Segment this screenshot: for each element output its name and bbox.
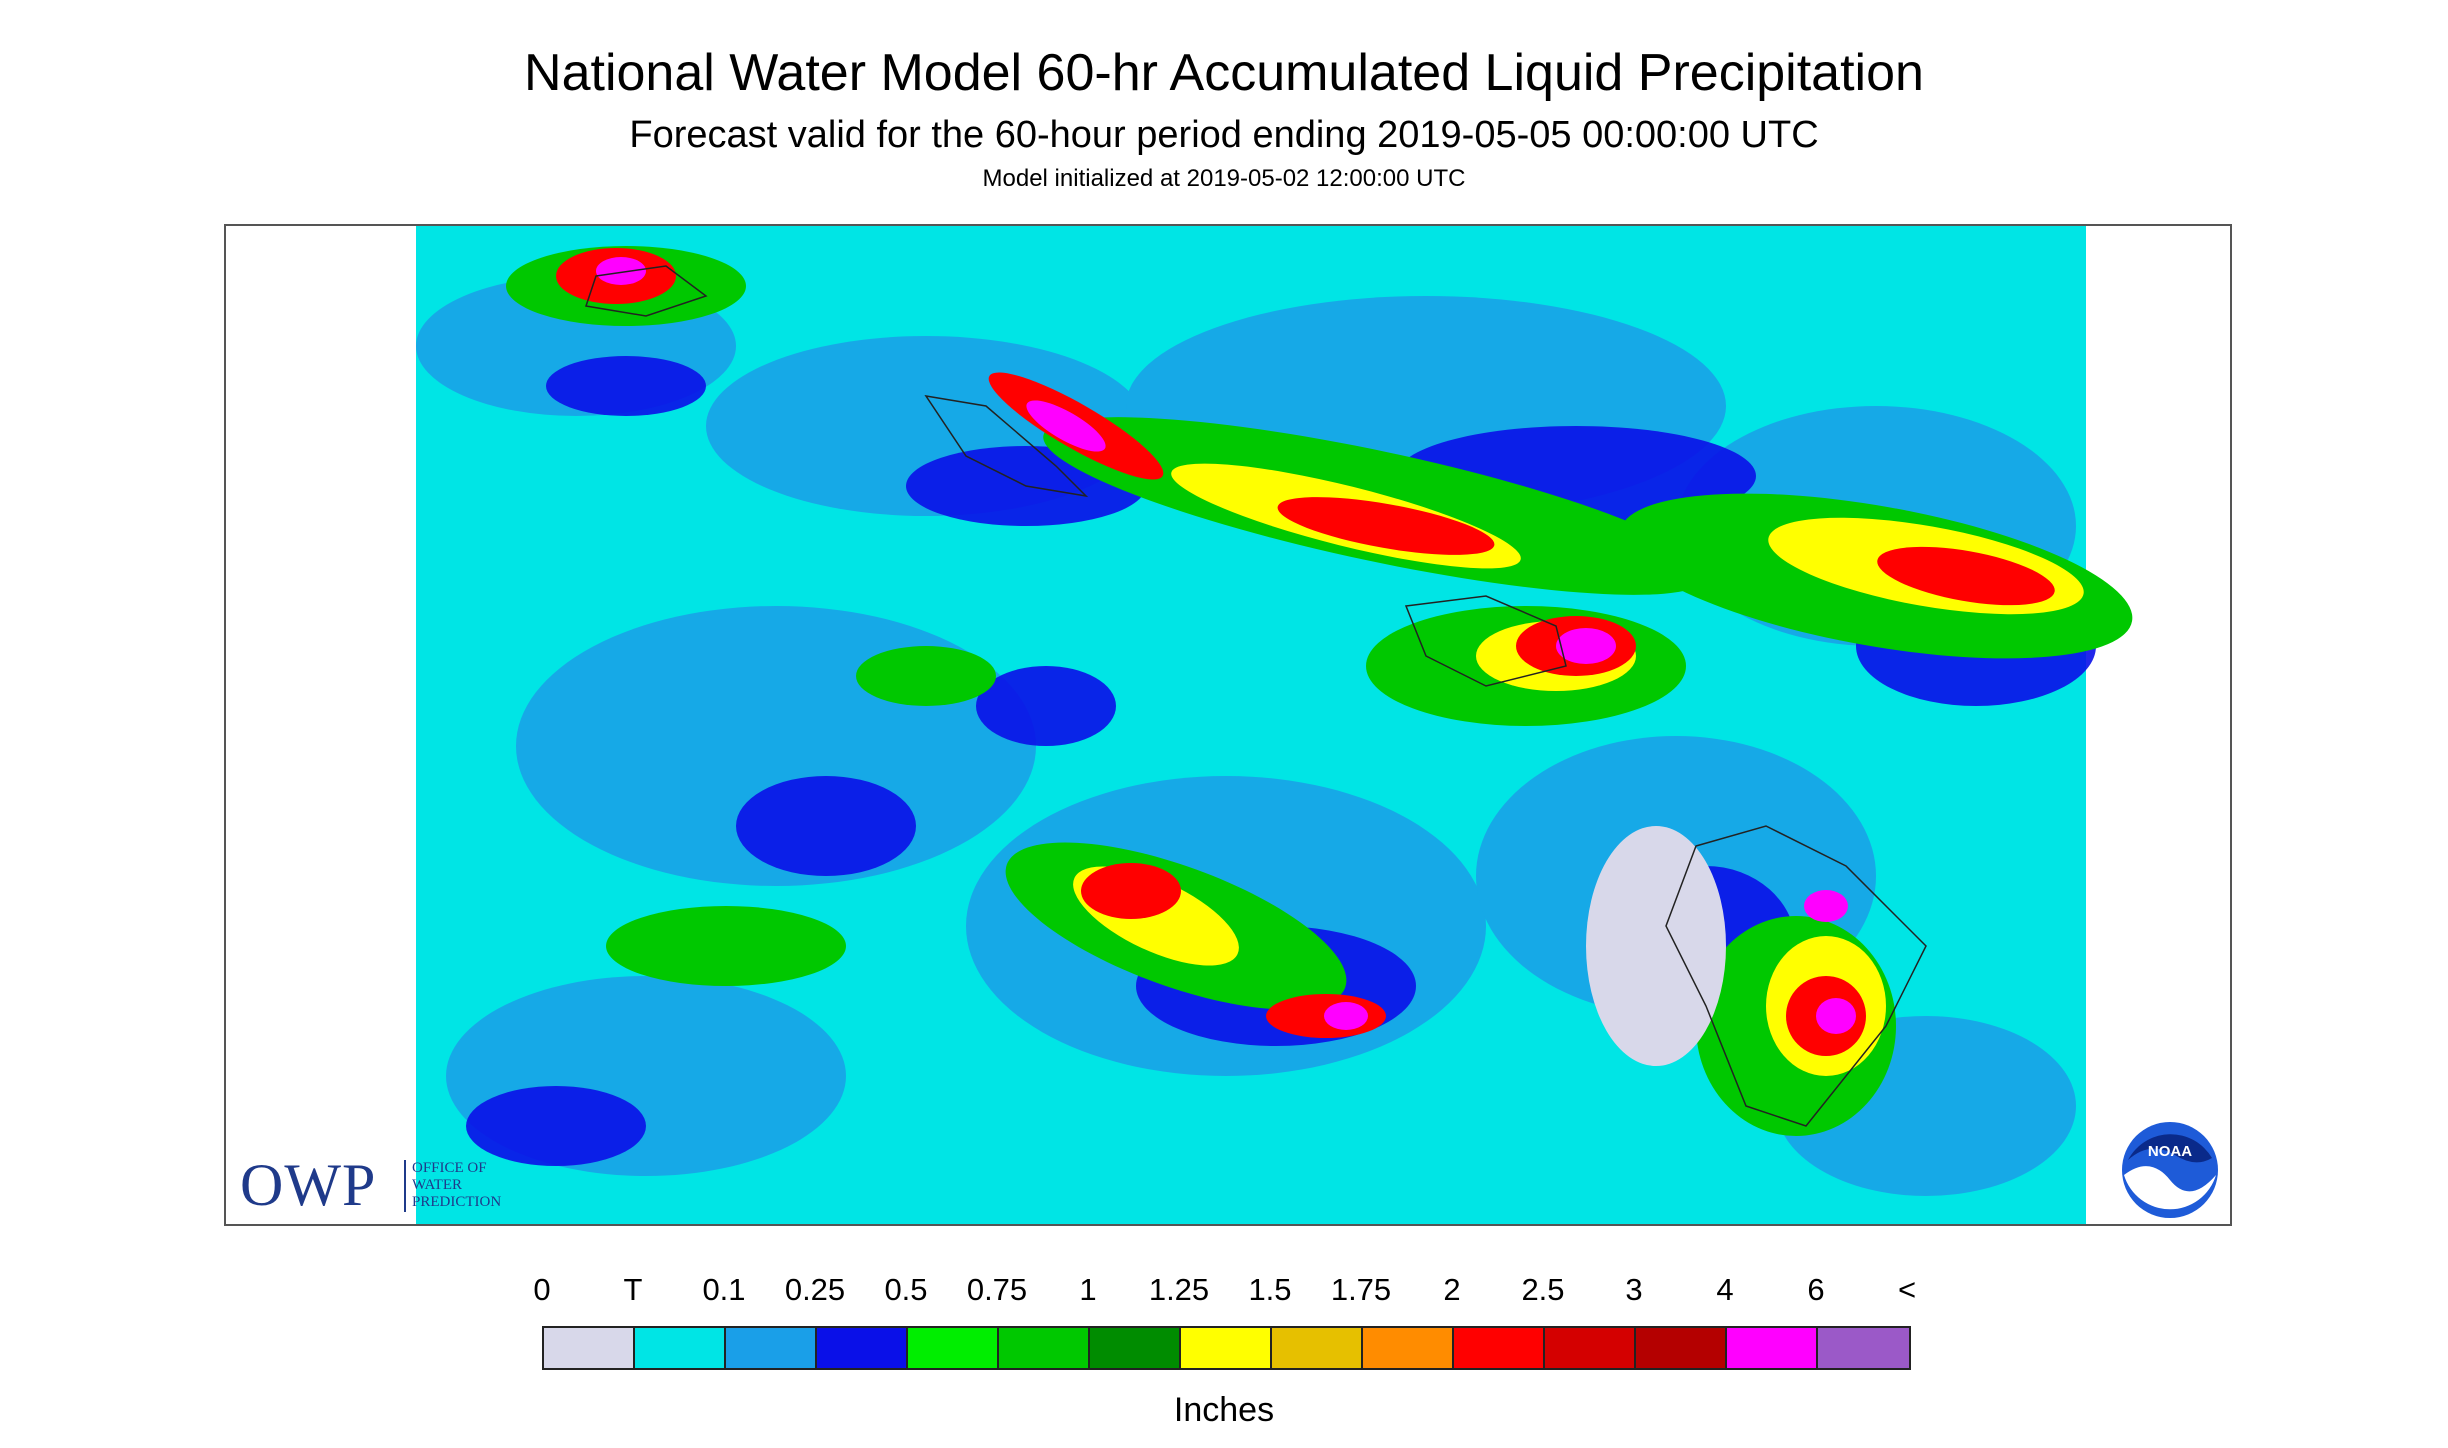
legend-labels: 0 T 0.1 0.25 0.5 0.75 1 1.25 1.5 1.75 2 2.5 3 4 6 <: [533, 1270, 1917, 1314]
legend-swatch: [1636, 1328, 1727, 1368]
legend-label: 2: [1443, 1272, 1461, 1307]
owp-line-3: PREDICTION: [412, 1194, 502, 1210]
legend-swatch: [999, 1328, 1090, 1368]
legend-label: 1: [1079, 1272, 1097, 1307]
maximum-rain-cores: [596, 257, 1856, 1034]
legend-label: 1.25: [1148, 1272, 1210, 1307]
legend-label: 0: [533, 1272, 551, 1307]
legend-swatch: [817, 1328, 908, 1368]
legend-label: 6: [1807, 1272, 1825, 1307]
no-rain-area: [1586, 826, 1726, 1066]
owp-line-1: OFFICE OF: [412, 1160, 487, 1176]
legend-swatch: [908, 1328, 999, 1368]
noaa-logo-text: NOAA: [2148, 1143, 2192, 1160]
legend-swatch: [1727, 1328, 1818, 1368]
legend-label: 1.5: [1248, 1272, 1292, 1307]
island-outlines: [585, 265, 1927, 1127]
noaa-logo: NOAA: [2122, 1122, 2218, 1218]
legend-swatch: [1454, 1328, 1545, 1368]
precipitation-map: [224, 224, 2232, 1226]
legend-swatch: [1090, 1328, 1181, 1368]
owp-logo: OWP OFFICE OF WATER PREDICTION: [240, 1150, 560, 1220]
big-island-outline: [1665, 825, 1927, 1127]
map-title: National Water Model 60-hr Accumulated L…: [524, 44, 1924, 102]
legend-label: T: [623, 1272, 643, 1307]
legend-swatch: [1272, 1328, 1363, 1368]
map-subtitle: Forecast valid for the 60-hour period en…: [629, 114, 1819, 156]
legend-swatch: [1181, 1328, 1272, 1368]
legend-swatch: [1818, 1328, 1909, 1368]
owp-line-2: WATER: [412, 1177, 462, 1193]
maui-outline: [924, 394, 1089, 498]
legend-label: 0.5: [884, 1272, 928, 1307]
legend-swatch: [635, 1328, 726, 1368]
legend-swatch: [726, 1328, 817, 1368]
legend-label: <: [1897, 1272, 1917, 1307]
legend-label: 0.1: [702, 1272, 746, 1307]
legend-label: 4: [1716, 1272, 1734, 1307]
owp-logo-text: OWP: [240, 1152, 377, 1218]
owp-logo-divider: [404, 1160, 406, 1212]
island-outline-west: [585, 265, 708, 317]
legend-label: 1.75: [1330, 1272, 1392, 1307]
legend-swatch: [1363, 1328, 1454, 1368]
legend-label: 0.75: [966, 1272, 1028, 1307]
legend-swatch: [544, 1328, 635, 1368]
legend-label: 0.25: [784, 1272, 846, 1307]
legend-label: 2.5: [1521, 1272, 1565, 1307]
legend-swatch: [1545, 1328, 1636, 1368]
owp-logo-subtext: OFFICE OF WATER PREDICTION: [412, 1160, 552, 1211]
legend-unit-label: Inches: [1173, 1391, 1275, 1429]
noaa-logo-wave: [2124, 1166, 2216, 1210]
island-outline-east: [1404, 595, 1567, 687]
legend-color-bar: [542, 1326, 1911, 1370]
precipitation-legend: 0 T 0.1 0.25 0.5 0.75 1 1.25 1.5 1.75 2 2.5 3 4 6 <: [533, 1270, 1917, 1380]
model-init-time: Model initialized at 2019-05-02 12:00:00…: [982, 165, 1466, 192]
precipitation-field: [416, 226, 2133, 1224]
legend-label: 3: [1625, 1272, 1643, 1307]
noaa-logo-bird: [2128, 1134, 2212, 1163]
